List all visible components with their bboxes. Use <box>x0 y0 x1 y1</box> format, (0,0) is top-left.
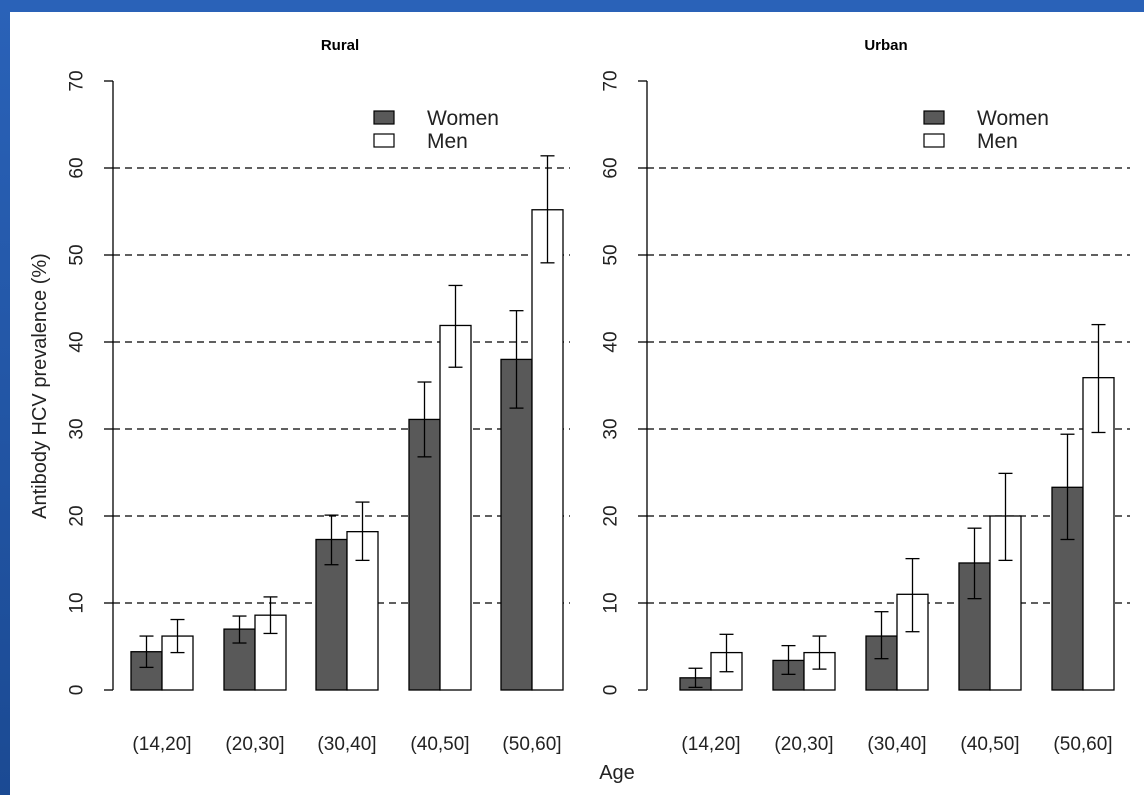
panel-2-legend-label-women: Women <box>977 107 1049 130</box>
x-axis-title: Age <box>599 762 635 784</box>
panel-2-y-tick-label-20: 20 <box>601 505 622 526</box>
panel-2-y-tick-label-10: 10 <box>601 592 622 613</box>
y-axis-title: Antibody HCV prevalence (%) <box>29 253 51 519</box>
panel-2-y-tick-label-0: 0 <box>601 685 622 696</box>
panel-2-bar-women-5 <box>1051 486 1084 691</box>
panel-1-y-tick-label-70: 70 <box>67 70 88 91</box>
panel-1-legend-label-women: Women <box>427 107 499 130</box>
panel-1-title: Rural <box>321 37 359 54</box>
panel-1-y-tick-label-0: 0 <box>67 685 88 696</box>
panel-2-legend-swatch-men <box>923 133 945 148</box>
panel-1-y-tick-label-40: 40 <box>67 331 88 352</box>
panel-1-y-tick-label-20: 20 <box>67 505 88 526</box>
panel-2-y-tick-label-40: 40 <box>601 331 622 352</box>
panel-2-x-tick-label-4: (40,50] <box>960 734 1019 755</box>
panel-1-bar-men-4 <box>439 324 472 691</box>
panel-2-x-tick-label-1: (14,20] <box>681 734 740 755</box>
panel-2-x-tick-label-2: (20,30] <box>774 734 833 755</box>
panel-2-y-tick-label-30: 30 <box>601 418 622 439</box>
panel-1-x-tick-label-1: (14,20] <box>132 734 191 755</box>
panel-1-legend-swatch-women <box>373 110 395 125</box>
panel-1-x-tick-label-3: (30,40] <box>317 734 376 755</box>
panel-2-y-tick-label-60: 60 <box>601 157 622 178</box>
panel-1-y-tick-label-30: 30 <box>67 418 88 439</box>
panel-1-y-tick-label-50: 50 <box>67 244 88 265</box>
panel-2-x-tick-label-3: (30,40] <box>867 734 926 755</box>
panel-1-x-tick-label-4: (40,50] <box>410 734 469 755</box>
plot-background <box>10 12 1144 795</box>
panel-1-y-tick-label-10: 10 <box>67 592 88 613</box>
panel-1-legend-label-men: Men <box>427 130 468 153</box>
panel-1-bar-women-5 <box>500 358 533 691</box>
panel-2-y-tick-label-50: 50 <box>601 244 622 265</box>
panel-2-x-tick-label-5: (50,60] <box>1053 734 1112 755</box>
panel-1-legend-swatch-men <box>373 133 395 148</box>
panel-1-bar-women-4 <box>408 418 441 691</box>
panel-2-y-tick-label-70: 70 <box>601 70 622 91</box>
panel-1-x-tick-label-2: (20,30] <box>225 734 284 755</box>
panel-1-bar-men-5 <box>531 209 564 691</box>
panel-2-title: Urban <box>864 37 907 54</box>
panel-2-legend-label-men: Men <box>977 130 1018 153</box>
panel-1-x-tick-label-5: (50,60] <box>502 734 561 755</box>
panel-1-y-tick-label-60: 60 <box>67 157 88 178</box>
panel-2-legend-swatch-women <box>923 110 945 125</box>
